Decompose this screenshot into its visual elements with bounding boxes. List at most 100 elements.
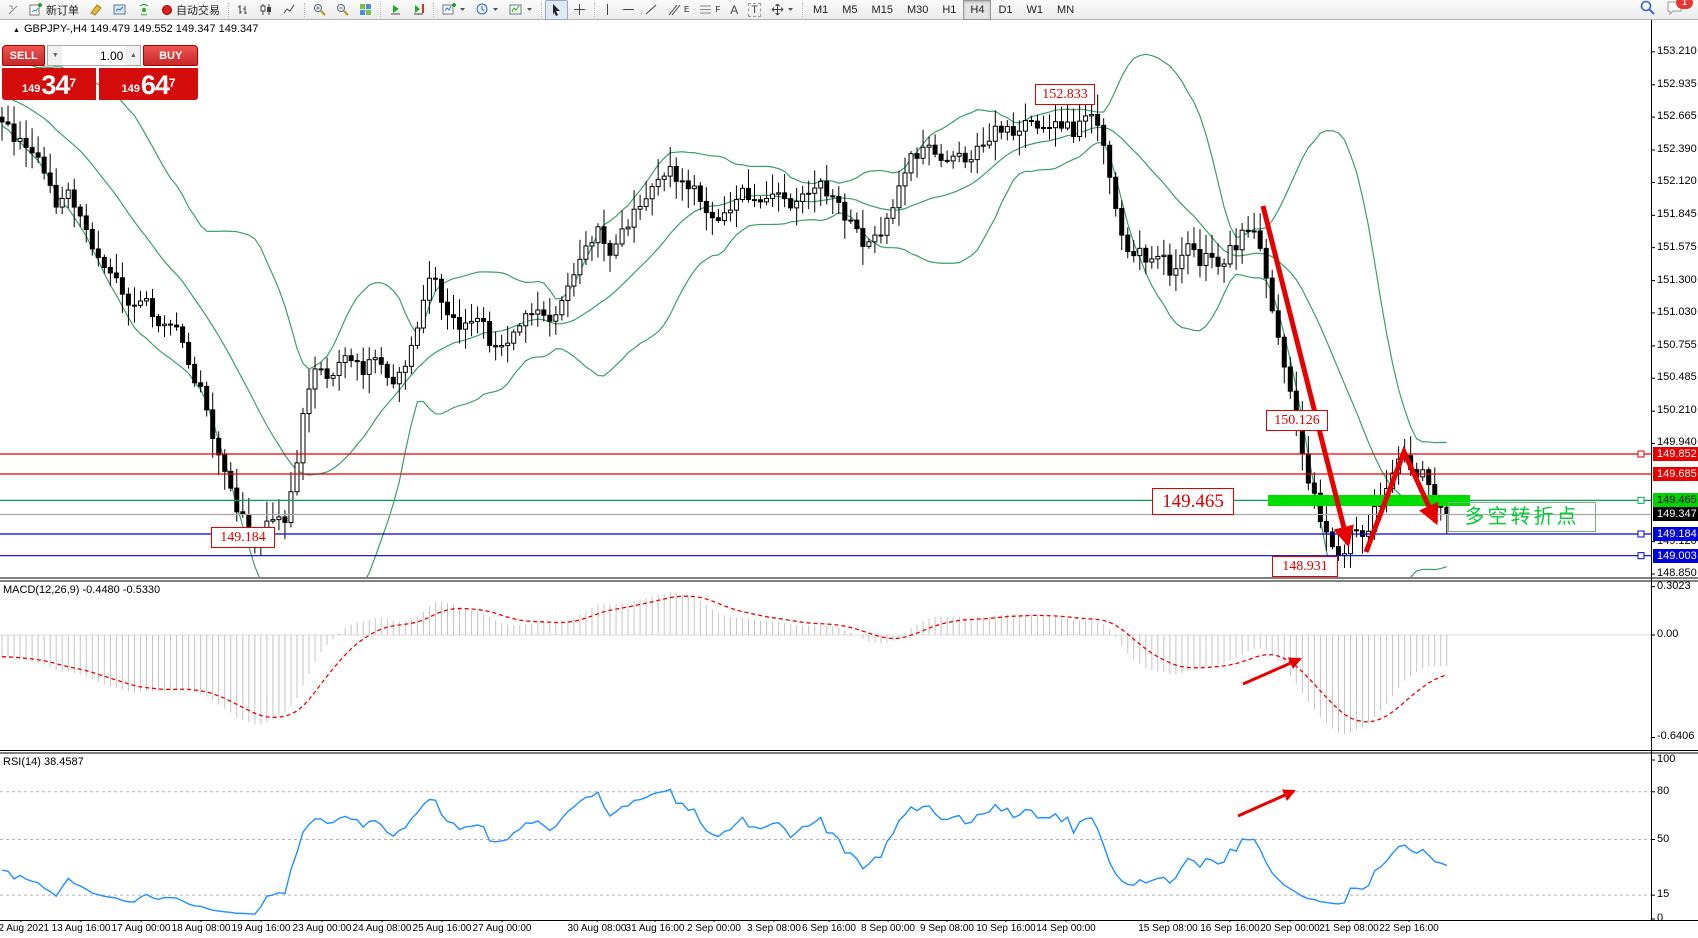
annotation-text[interactable]: 多空转折点 <box>1448 502 1596 532</box>
notifications-icon[interactable]: 1 <box>1666 0 1693 19</box>
macd-axis-label: -0.6406 <box>1657 730 1695 743</box>
market-watch-button[interactable] <box>108 0 132 20</box>
toolbar-separator <box>433 2 434 17</box>
price-axis-label: 150.210 <box>1657 404 1697 417</box>
timeframe-H1[interactable]: H1 <box>942 3 957 16</box>
new-chart-dropdown[interactable] <box>437 0 471 20</box>
signals-button[interactable] <box>132 0 156 20</box>
toolbar-separator <box>228 2 229 17</box>
autotrading-button[interactable]: 自动交易 <box>156 0 225 20</box>
time-axis-label: 18 Aug 08:00 <box>171 923 231 934</box>
profiles-dropdown[interactable] <box>471 0 504 20</box>
time-axis-label: 10 Sep 16:00 <box>976 923 1036 934</box>
price-callout[interactable]: 150.126 <box>1266 410 1328 431</box>
rsi-axis-label: 50 <box>1657 832 1670 845</box>
toolbar-separator <box>541 2 542 17</box>
macd-axis-label: 0.00 <box>1657 628 1679 640</box>
price-badge: 149.347 <box>1653 507 1698 522</box>
bar-chart-button[interactable] <box>232 0 255 20</box>
time-axis-label: 2 Sep 00:00 <box>687 923 741 934</box>
channel-tool[interactable]: E <box>663 0 694 20</box>
time-axis-label: 16 Sep 16:00 <box>1200 923 1260 934</box>
sell-button[interactable]: SELL <box>2 45 46 66</box>
fibonacci-tool[interactable]: F <box>694 0 725 20</box>
price-callout[interactable]: 152.833 <box>1035 84 1095 105</box>
price-badge: 149.685 <box>1653 466 1698 481</box>
text-tool[interactable]: A <box>730 2 739 17</box>
autotrading-label: 自动交易 <box>176 4 220 17</box>
time-axis-label: 6 Sep 16:00 <box>802 923 856 934</box>
notification-badge: 1 <box>1676 0 1693 9</box>
price-axis-label: 151.030 <box>1657 305 1697 318</box>
time-axis-label: 9 Sep 08:00 <box>920 923 974 934</box>
auto-scroll-button[interactable] <box>384 0 407 20</box>
vline-tool[interactable] <box>598 0 617 20</box>
timeframe-M5[interactable]: M5 <box>842 3 858 16</box>
tile-windows-button[interactable] <box>354 0 377 20</box>
rsi-axis-label: 15 <box>1657 888 1670 901</box>
search-icon[interactable] <box>1640 0 1656 19</box>
volume-input[interactable] <box>62 47 127 64</box>
chart-title: ▲ GBPJPY-,H4 149.479 149.552 149.347 149.… <box>13 23 259 35</box>
candlestick-button[interactable] <box>255 0 278 20</box>
time-axis-label: 12 Aug 2021 <box>0 923 50 934</box>
one-click-trading-panel: SELL ▼ ▲ BUY 149 34 7 149 64 7 <box>2 45 198 100</box>
trendline-tool[interactable] <box>640 0 663 20</box>
timeframe-MN[interactable]: MN <box>1057 3 1075 16</box>
app-icon[interactable] <box>2 0 24 20</box>
crosshair-tool[interactable] <box>568 0 591 20</box>
price-axis[interactable]: 153.210 152.935 152.665 152.390 152.120 151.8… <box>1652 20 1698 924</box>
timeframe-H4[interactable]: H4 <box>963 0 992 20</box>
timeframe-M15[interactable]: M15 <box>871 3 893 16</box>
timeframe-D1[interactable]: D1 <box>998 3 1013 16</box>
buy-button[interactable]: BUY <box>143 45 198 66</box>
price-badge: 149.184 <box>1653 526 1698 541</box>
panel-collapse-icon[interactable]: ▲ <box>13 27 20 34</box>
main-toolbar: 新订单 自动交易 E F A T <box>0 0 1698 20</box>
toolbar-separator <box>380 2 381 17</box>
price-axis-label: 150.755 <box>1657 338 1697 351</box>
toolbar-separator <box>801 2 803 17</box>
macd-axis-label: 0.3023 <box>1657 579 1691 592</box>
price-callout[interactable]: 149.465 <box>1152 488 1234 515</box>
time-axis-label: 25 Aug 16:00 <box>412 923 472 934</box>
chart-shift-button[interactable] <box>407 0 430 20</box>
zoom-out-button[interactable] <box>331 0 354 20</box>
time-axis-label: 13 Aug 16:00 <box>51 923 111 934</box>
arrows-tool-dropdown[interactable] <box>766 0 799 20</box>
price-axis-label: 152.665 <box>1657 110 1697 123</box>
price-axis-label: 151.300 <box>1657 273 1697 286</box>
buy-price[interactable]: 149 64 7 <box>99 68 198 100</box>
price-callout[interactable]: 149.184 <box>211 527 275 548</box>
volume-decrease-button[interactable]: ▼ <box>48 46 63 65</box>
price-axis-label: 149.940 <box>1657 436 1697 449</box>
time-axis-label: 23 Aug 00:00 <box>292 923 352 934</box>
sell-price[interactable]: 149 34 7 <box>2 68 96 100</box>
metaeditor-button[interactable] <box>84 0 108 20</box>
time-axis-label: 27 Aug 00:00 <box>472 923 532 934</box>
line-chart-button[interactable] <box>278 0 301 20</box>
volume-increase-button[interactable]: ▲ <box>126 46 141 65</box>
timeframe-W1[interactable]: W1 <box>1026 3 1044 16</box>
macd-label: MACD(12,26,9) -0.4480 -0.5330 <box>3 584 161 596</box>
toolbar-separator <box>594 2 595 17</box>
price-axis-label: 150.485 <box>1657 371 1697 384</box>
time-axis-label: 17 Aug 00:00 <box>111 923 171 934</box>
zoom-in-button[interactable] <box>308 0 331 20</box>
price-callout[interactable]: 148.931 <box>1272 556 1338 577</box>
price-badge: 149.465 <box>1653 493 1698 508</box>
hline-tool[interactable] <box>617 0 640 20</box>
new-order-button[interactable]: 新订单 <box>24 0 84 20</box>
time-axis-label: 14 Sep 00:00 <box>1036 923 1096 934</box>
template-dropdown[interactable] <box>504 0 538 20</box>
price-axis-label: 151.575 <box>1657 240 1697 253</box>
timeframe-M30[interactable]: M30 <box>906 3 929 16</box>
timeframe-M1[interactable]: M1 <box>812 3 829 16</box>
time-axis-label: 15 Sep 08:00 <box>1138 923 1198 934</box>
rsi-axis-label: 100 <box>1657 753 1676 765</box>
cursor-tool[interactable] <box>545 0 568 20</box>
text-label-tool[interactable]: T <box>743 0 766 20</box>
